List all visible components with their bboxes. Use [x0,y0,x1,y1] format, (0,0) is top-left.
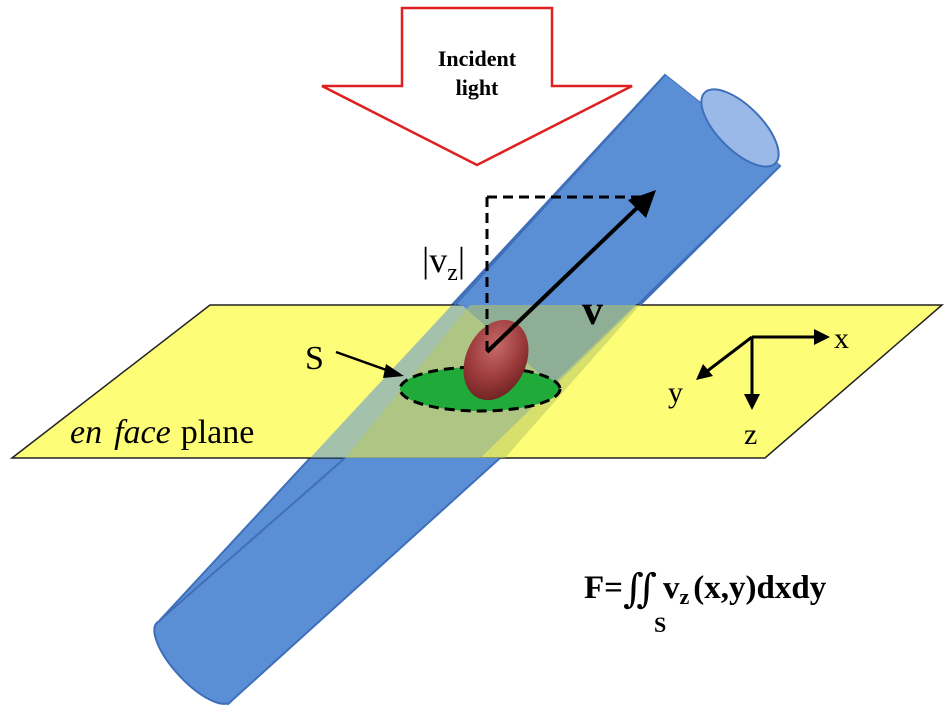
incident-light-arrow [321,6,633,167]
s-label: S [305,340,324,377]
s-pointer [335,350,393,374]
axis-y-label: y [668,376,683,409]
incident-light-label-line1: Incident [438,46,517,71]
vessel-below-plane [160,458,500,704]
velocity-arrowhead [628,190,656,218]
axis-z-label: z [744,418,757,451]
flux-formula: F=∬ vz (x,y)dxdy [584,566,827,611]
velocity-label: v [582,288,603,334]
plane-label: en face plane [70,414,254,451]
coordinate-axes [696,329,830,410]
incident-light-label-line2: light [456,75,499,100]
formula-domain-s: S [654,612,666,637]
red-blood-cell [463,319,529,401]
axis-x-label: x [834,322,849,355]
vz-label: |vz| [422,240,465,286]
s-pointer-head [383,364,404,378]
velocity-vector [485,203,642,354]
vessel-opening [700,88,780,168]
